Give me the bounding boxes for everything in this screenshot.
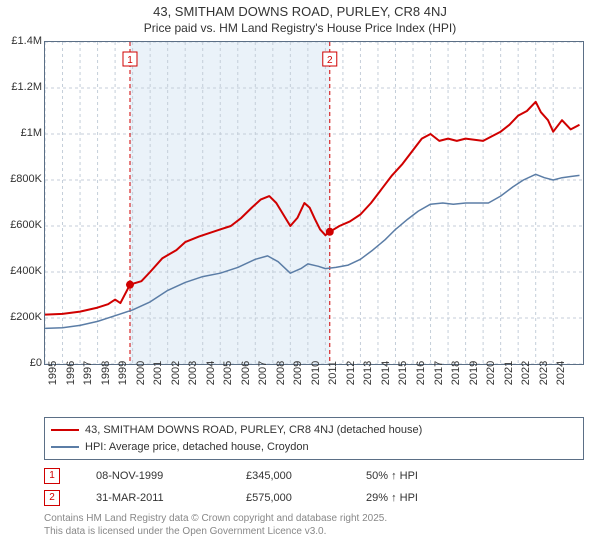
y-axis-labels: £0£200K£400K£600K£800K£1M£1.2M£1.4M xyxy=(0,35,44,365)
plot-area: 12 xyxy=(44,41,584,365)
x-tick-label: 2024 xyxy=(555,361,567,385)
x-tick-label: 2022 xyxy=(520,361,532,385)
sale-price: £345,000 xyxy=(246,470,366,482)
sale-pct: 29% ↑ HPI xyxy=(366,492,476,504)
x-tick-label: 2019 xyxy=(468,361,480,385)
x-tick-label: 2012 xyxy=(345,361,357,385)
y-tick-label: £1.4M xyxy=(11,35,42,47)
legend-swatch xyxy=(51,429,79,431)
legend-label: HPI: Average price, detached house, Croy… xyxy=(85,439,309,456)
y-tick-label: £1M xyxy=(21,127,42,139)
x-tick-label: 2011 xyxy=(327,361,339,385)
x-tick-label: 2002 xyxy=(170,361,182,385)
page-subtitle: Price paid vs. HM Land Registry's House … xyxy=(0,21,600,35)
x-tick-label: 1996 xyxy=(65,361,77,385)
sale-price: £575,000 xyxy=(246,492,366,504)
sale-marker-icon: 1 xyxy=(44,468,60,484)
sale-date: 08-NOV-1999 xyxy=(96,470,246,482)
x-tick-label: 2004 xyxy=(205,361,217,385)
x-tick-label: 2021 xyxy=(503,361,515,385)
sales-table: 1 08-NOV-1999£345,00050% ↑ HPI 2 31-MAR-201… xyxy=(44,468,584,506)
title-block: 43, SMITHAM DOWNS ROAD, PURLEY, CR8 4NJ … xyxy=(0,0,600,35)
legend-item: 43, SMITHAM DOWNS ROAD, PURLEY, CR8 4NJ … xyxy=(51,422,577,439)
chart-container: 43, SMITHAM DOWNS ROAD, PURLEY, CR8 4NJ … xyxy=(0,0,600,560)
legend: 43, SMITHAM DOWNS ROAD, PURLEY, CR8 4NJ … xyxy=(44,417,584,460)
sale-row: 2 31-MAR-2011£575,00029% ↑ HPI xyxy=(44,490,584,506)
plot-svg: 12 xyxy=(45,42,583,364)
chart-area: £0£200K£400K£600K£800K£1M£1.2M£1.4M 12 1… xyxy=(0,35,600,415)
x-axis-labels: 1995199619971998199920002001200220032004… xyxy=(44,369,584,411)
footnote: Contains HM Land Registry data © Crown c… xyxy=(44,512,584,538)
sale-pct: 50% ↑ HPI xyxy=(366,470,476,482)
sale-row: 1 08-NOV-1999£345,00050% ↑ HPI xyxy=(44,468,584,484)
x-tick-label: 2010 xyxy=(310,361,322,385)
y-tick-label: £0 xyxy=(30,357,42,369)
x-tick-label: 2000 xyxy=(135,361,147,385)
x-tick-label: 2013 xyxy=(362,361,374,385)
y-tick-label: £800K xyxy=(10,173,42,185)
x-tick-label: 1998 xyxy=(100,361,112,385)
y-tick-label: £600K xyxy=(10,219,42,231)
x-tick-label: 2007 xyxy=(257,361,269,385)
x-tick-label: 1995 xyxy=(47,361,59,385)
page-title: 43, SMITHAM DOWNS ROAD, PURLEY, CR8 4NJ xyxy=(0,4,600,19)
x-tick-label: 2023 xyxy=(538,361,550,385)
y-tick-label: £1.2M xyxy=(11,81,42,93)
footnote-line: Contains HM Land Registry data © Crown c… xyxy=(44,512,584,525)
x-tick-label: 2006 xyxy=(240,361,252,385)
x-tick-label: 2018 xyxy=(450,361,462,385)
svg-text:1: 1 xyxy=(127,55,133,66)
x-tick-label: 2016 xyxy=(415,361,427,385)
footnote-line: This data is licensed under the Open Gov… xyxy=(44,525,584,538)
legend-label: 43, SMITHAM DOWNS ROAD, PURLEY, CR8 4NJ … xyxy=(85,422,422,439)
x-tick-label: 2008 xyxy=(275,361,287,385)
x-tick-label: 2001 xyxy=(152,361,164,385)
x-tick-label: 2017 xyxy=(433,361,445,385)
y-tick-label: £400K xyxy=(10,265,42,277)
x-tick-label: 2015 xyxy=(397,361,409,385)
x-tick-label: 2009 xyxy=(292,361,304,385)
x-tick-label: 2014 xyxy=(380,361,392,385)
svg-text:2: 2 xyxy=(327,55,333,66)
sale-date: 31-MAR-2011 xyxy=(96,492,246,504)
sale-marker-icon: 2 xyxy=(44,490,60,506)
x-tick-label: 1999 xyxy=(117,361,129,385)
legend-item: HPI: Average price, detached house, Croy… xyxy=(51,439,577,456)
x-tick-label: 2005 xyxy=(222,361,234,385)
x-tick-label: 2003 xyxy=(187,361,199,385)
y-tick-label: £200K xyxy=(10,311,42,323)
x-tick-label: 2020 xyxy=(485,361,497,385)
x-tick-label: 1997 xyxy=(82,361,94,385)
legend-swatch xyxy=(51,446,79,448)
